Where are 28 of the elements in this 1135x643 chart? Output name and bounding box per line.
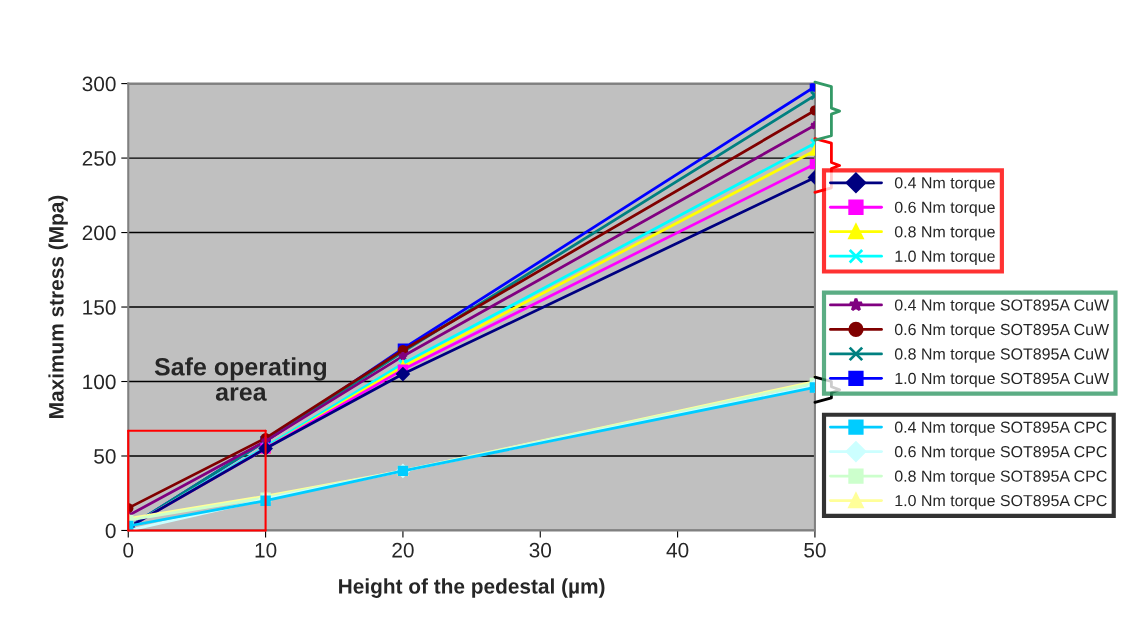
y-tick-label: 150 (83, 300, 116, 315)
annotation: Safe operating area (154, 357, 327, 401)
legend-label: 1.0 Nm torque SOT895A CuW (895, 372, 1110, 388)
legend-label: 0.8 Nm torque SOT895A CuW (894, 348, 1110, 363)
x-tick-label: 50 (804, 542, 826, 558)
legend-label: 1.0 Nm torque SOT895A CPC (895, 494, 1107, 510)
x-tick-label: 30 (529, 542, 552, 558)
x-tick-label: 40 (666, 542, 689, 558)
legend-label: 0.8 Nm torque SOT895A CPC (894, 470, 1107, 485)
legend-label: 0.6 Nm torque SOT895A CuW (894, 323, 1110, 339)
y-tick-label: 250 (82, 151, 116, 166)
legend-label: 0.4 Nm torque SOT895A CPC (894, 421, 1107, 437)
y-axis-title: Maximum stress (Mpa) (48, 195, 68, 418)
x-tick-label: 10 (255, 542, 277, 558)
x-tick-label: 0 (123, 542, 134, 558)
legend-label: 0.6 Nm torque (894, 201, 995, 217)
y-tick-label: 300 (82, 76, 116, 92)
legend-label: 0.8 Nm torque (894, 226, 995, 241)
y-tick-label: 100 (83, 374, 116, 390)
y-tick-label: 50 (94, 449, 116, 464)
legend-label: 0.6 Nm torque SOT895A CPC (894, 446, 1107, 461)
x-axis-title: Height of the pedestal (µm) (339, 578, 605, 598)
y-tick-label: 0 (105, 523, 116, 539)
legend-label: 0.4 Nm torque SOT895A CuW (894, 299, 1110, 314)
x-tick-label: 20 (392, 542, 414, 558)
legend-label: 0.4 Nm torque (894, 177, 995, 192)
y-tick-label: 200 (82, 225, 116, 241)
legend-label: 1.0 Nm torque (895, 250, 995, 266)
